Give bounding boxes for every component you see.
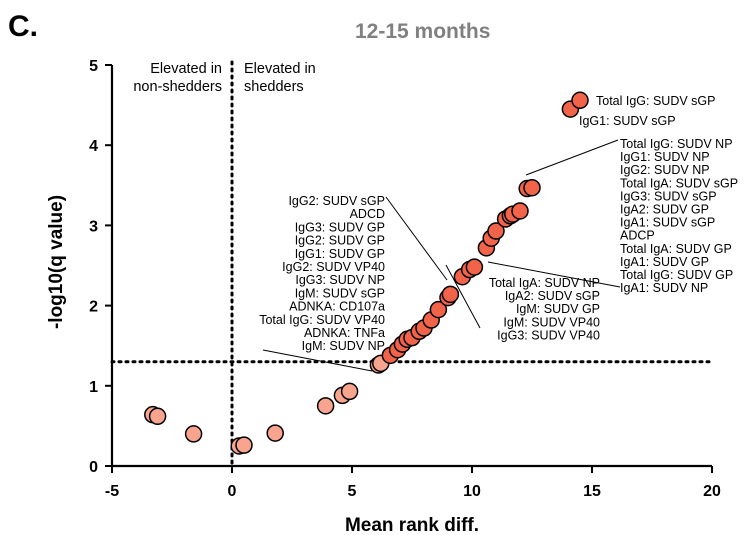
- annotation-left-middle-9: Total IgG: SUDV VP40: [259, 313, 385, 327]
- annotation-right-upper-11: IgA1: SUDV NP: [620, 281, 708, 295]
- annotation-center-lower-0: Total IgA: SUDV NP: [489, 276, 600, 290]
- annotation-left-middle-4: IgG1: SUDV GP: [295, 247, 385, 261]
- data-point: [316, 397, 335, 415]
- y-tick-label: 0: [89, 459, 98, 476]
- annotation-left-middle-1: ADCD: [350, 207, 385, 221]
- data-point: [340, 382, 359, 401]
- data-point: [184, 425, 203, 443]
- annotation-left-middle-0: IgG2: SUDV sGP: [288, 194, 385, 208]
- y-axis-label: -log10(q value): [46, 195, 67, 329]
- region-label-left-line2: non-shedders: [133, 79, 222, 95]
- x-tick-label: 15: [583, 483, 601, 500]
- data-point: [523, 178, 541, 197]
- data-point: [487, 222, 505, 240]
- y-tick-label: 5: [89, 58, 98, 75]
- annotation-right-upper-1: IgG1: SUDV NP: [620, 150, 710, 164]
- y-tick-label: 1: [89, 379, 98, 396]
- data-point: [465, 258, 484, 276]
- panel-letter: C.: [8, 10, 38, 43]
- data-point: [429, 300, 448, 319]
- points-group: [144, 91, 589, 455]
- leader-line-left-lower: [262, 349, 373, 372]
- leader-line-right-upper: [525, 139, 619, 176]
- data-point: [148, 407, 167, 426]
- annotation-left-middle-2: IgG3: SUDV GP: [295, 220, 385, 234]
- x-tick-label: 5: [348, 483, 357, 500]
- annotation-right-upper-8: Total IgA: SUDV GP: [620, 242, 732, 256]
- annotation-center-lower-3: IgM: SUDV VP40: [503, 315, 600, 329]
- annotation-right-upper-6: IgA1: SUDV sGP: [620, 216, 715, 230]
- annotation-center-lower-4: IgG3: SUDV VP40: [497, 328, 600, 342]
- data-point: [235, 436, 253, 454]
- annotation-right-upper-3: Total IgA: SUDV sGP: [620, 176, 738, 190]
- chart-title: 12-15 months: [355, 20, 491, 43]
- x-tick-label: -5: [105, 483, 119, 500]
- annotation-right-upper-7: ADCP: [620, 229, 655, 243]
- annotation-right-upper-5: IgA2: SUDV GP: [620, 203, 709, 217]
- annotation-right-upper-2: IgG2: SUDV NP: [620, 163, 710, 177]
- region-label-right-line1: Elevated in: [244, 61, 316, 77]
- annotation-left-middle-5: IgG2: SUDV VP40: [282, 260, 385, 274]
- region-label-left-line1: Elevated in: [150, 61, 222, 77]
- data-point: [511, 202, 529, 220]
- annotation-top-right-0: Total IgG: SUDV sGP: [596, 94, 715, 108]
- annotation-center-lower-1: IgA2: SUDV sGP: [505, 289, 600, 303]
- x-tick-label: 20: [703, 483, 721, 500]
- annotation-left-middle-11: IgM: SUDV NP: [302, 339, 385, 353]
- annotation-right-upper-10: Total IgG: SUDV GP: [620, 268, 733, 282]
- leader-line-center-lower: [445, 264, 481, 329]
- annotation-right-upper-4: IgG3: SUDV sGP: [620, 189, 717, 203]
- y-tick-label: 2: [89, 299, 98, 316]
- annotation-right-upper-0: Total IgG: SUDV NP: [620, 137, 733, 151]
- y-tick-label: 4: [89, 138, 98, 155]
- annotation-left-middle-6: IgG3: SUDV NP: [295, 273, 385, 287]
- y-tick-label: 3: [89, 218, 98, 235]
- annotation-center-lower-2: IgM: SUDV GP: [516, 302, 600, 316]
- data-point: [266, 424, 284, 442]
- annotation-left-middle-10: ADNKA: TNFa: [304, 326, 385, 340]
- annotation-right-upper-9: IgA1: SUDV GP: [620, 255, 709, 269]
- annotation-left-middle-3: IgG2: SUDV GP: [295, 234, 385, 248]
- leader-line-right-lower: [487, 261, 621, 288]
- ticks-group: -5 0 5 10 15 20 0 1 2 3 4 5: [89, 58, 721, 500]
- x-tick-label: 0: [228, 483, 237, 500]
- annotation-top-right-1: IgG1: SUDV sGP: [579, 114, 676, 128]
- leader-line-left-upper: [385, 196, 448, 281]
- region-label-right-line2: shedders: [244, 79, 304, 95]
- annotation-left-middle-8: ADNKA: CD107a: [289, 300, 385, 314]
- data-point: [441, 285, 460, 304]
- x-axis-label: Mean rank diff.: [345, 515, 479, 535]
- data-point: [571, 91, 589, 110]
- annotation-left-middle-7: IgM: SUDV sGP: [295, 286, 385, 300]
- x-tick-label: 10: [463, 483, 481, 500]
